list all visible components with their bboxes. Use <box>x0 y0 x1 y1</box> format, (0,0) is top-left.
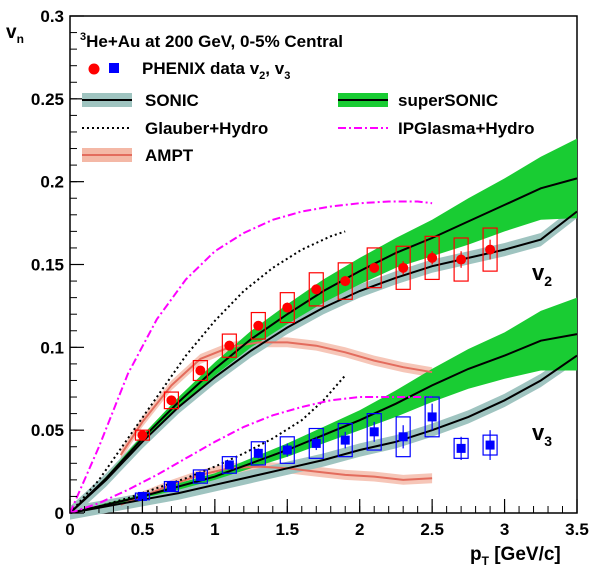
phenix-v3-point <box>398 432 408 442</box>
phenix-v3-point <box>311 438 321 448</box>
legend-supersonic-label: superSONIC <box>398 91 498 110</box>
phenix-v2-syst-box <box>337 262 353 300</box>
phenix-v3-point <box>137 491 147 501</box>
y-tick-label: 0.2 <box>40 173 64 192</box>
phenix-v2-point <box>456 254 467 265</box>
phenix-v2-point <box>253 320 264 331</box>
phenix-v2-point <box>282 302 293 313</box>
legend-ampt-label: AMPT <box>145 146 194 165</box>
phenix-v3-syst-box <box>221 456 237 474</box>
phenix-v3-syst-box <box>424 396 440 438</box>
phenix-v2-point <box>137 430 148 441</box>
x-tick-label: 2.5 <box>420 520 444 539</box>
annotation-v2: v2 <box>532 260 552 289</box>
phenix-v3-point <box>456 443 466 453</box>
phenix-v2-point <box>340 276 351 287</box>
x-tick-label: 1.5 <box>275 520 299 539</box>
ampt-v3-line <box>120 465 433 506</box>
phenix-v2-point <box>427 252 438 263</box>
x-tick-label: 1 <box>210 520 219 539</box>
annotation-v3: v3 <box>532 420 552 449</box>
phenix-v3-syst-box <box>163 480 179 493</box>
glauber-v2-line <box>69 230 346 514</box>
phenix-v3-syst-box <box>337 422 353 458</box>
phenix-v3-point <box>369 427 379 437</box>
phenix-v3-syst-box <box>279 436 295 464</box>
chart-title: 3He+Au at 200 GeV, 0-5% Central <box>80 31 343 51</box>
phenix-v2-syst-box <box>279 292 295 324</box>
glauber-v3-line <box>69 374 346 514</box>
phenix-v3-syst-box <box>308 427 324 459</box>
legend-phenix-label: PHENIX data v2, v3 <box>142 59 290 82</box>
x-tick-label: 3.5 <box>565 520 589 539</box>
phenix-v3-point <box>340 435 350 445</box>
phenix-v2-syst-box <box>453 237 469 282</box>
legend-ipglasma-label: IPGlasma+Hydro <box>398 119 535 138</box>
phenix-v2-syst-box <box>424 235 440 281</box>
phenix-v3-point <box>224 460 234 470</box>
y-tick-label: 0 <box>55 504 64 523</box>
x-tick-label: 0.5 <box>131 520 155 539</box>
phenix-v2-syst-box <box>395 245 411 290</box>
phenix-v3-syst-box <box>395 416 411 458</box>
phenix-v2-syst-box <box>250 311 266 340</box>
phenix-v2-point <box>311 284 322 295</box>
x-tick-label: 0 <box>65 520 74 539</box>
supersonic-v2-band <box>70 138 577 513</box>
phenix-v2-point <box>224 340 235 351</box>
phenix-v3-syst-box <box>366 413 382 451</box>
x-tick-label: 2 <box>355 520 364 539</box>
ipglasma-v3-line <box>69 396 433 514</box>
phenix-v2-point <box>485 244 496 255</box>
phenix-v2-point <box>166 395 177 406</box>
phenix-v3-point <box>166 481 176 491</box>
phenix-v2-point <box>369 262 380 273</box>
y-tick-label: 0.15 <box>31 256 64 275</box>
ipglasma-v2-line <box>69 200 433 514</box>
phenix-v2-syst-box <box>308 272 324 307</box>
y-tick-label: 0.1 <box>40 338 64 357</box>
phenix-v3-syst-box <box>250 441 266 466</box>
x-axis-label: pT [GeV/c] <box>470 544 561 568</box>
y-tick-label: 0.25 <box>31 90 64 109</box>
phenix-v2-point <box>195 365 206 376</box>
y-tick-label: 0.3 <box>40 7 64 26</box>
y-tick-label: 0.05 <box>31 421 64 440</box>
legend: PHENIX data v2, v3 SONIC superSONIC Glau… <box>82 59 535 165</box>
phenix-v2-syst-box <box>482 227 498 272</box>
phenix-v2-point <box>398 262 409 273</box>
phenix-v3-point <box>282 445 292 455</box>
sonic-v3-line <box>69 354 578 514</box>
legend-glauber-label: Glauber+Hydro <box>145 119 268 138</box>
phenix-v2-syst-box <box>192 359 208 382</box>
phenix-v3-syst-box <box>192 469 208 484</box>
phenix-v2-syst-box <box>366 247 382 289</box>
legend-v2-marker <box>88 63 100 75</box>
legend-sonic-label: SONIC <box>145 91 199 110</box>
phenix-v3-point <box>253 448 263 458</box>
phenix-v2-syst-box <box>163 391 179 410</box>
x-tick-label: 3 <box>500 520 509 539</box>
y-axis-label: vn <box>6 22 24 46</box>
phenix-v3-point <box>427 412 437 422</box>
phenix-v2-syst-box <box>221 333 237 358</box>
phenix-v3-point <box>195 472 205 482</box>
legend-v3-marker <box>109 63 119 73</box>
phenix-v3-point <box>485 440 495 450</box>
